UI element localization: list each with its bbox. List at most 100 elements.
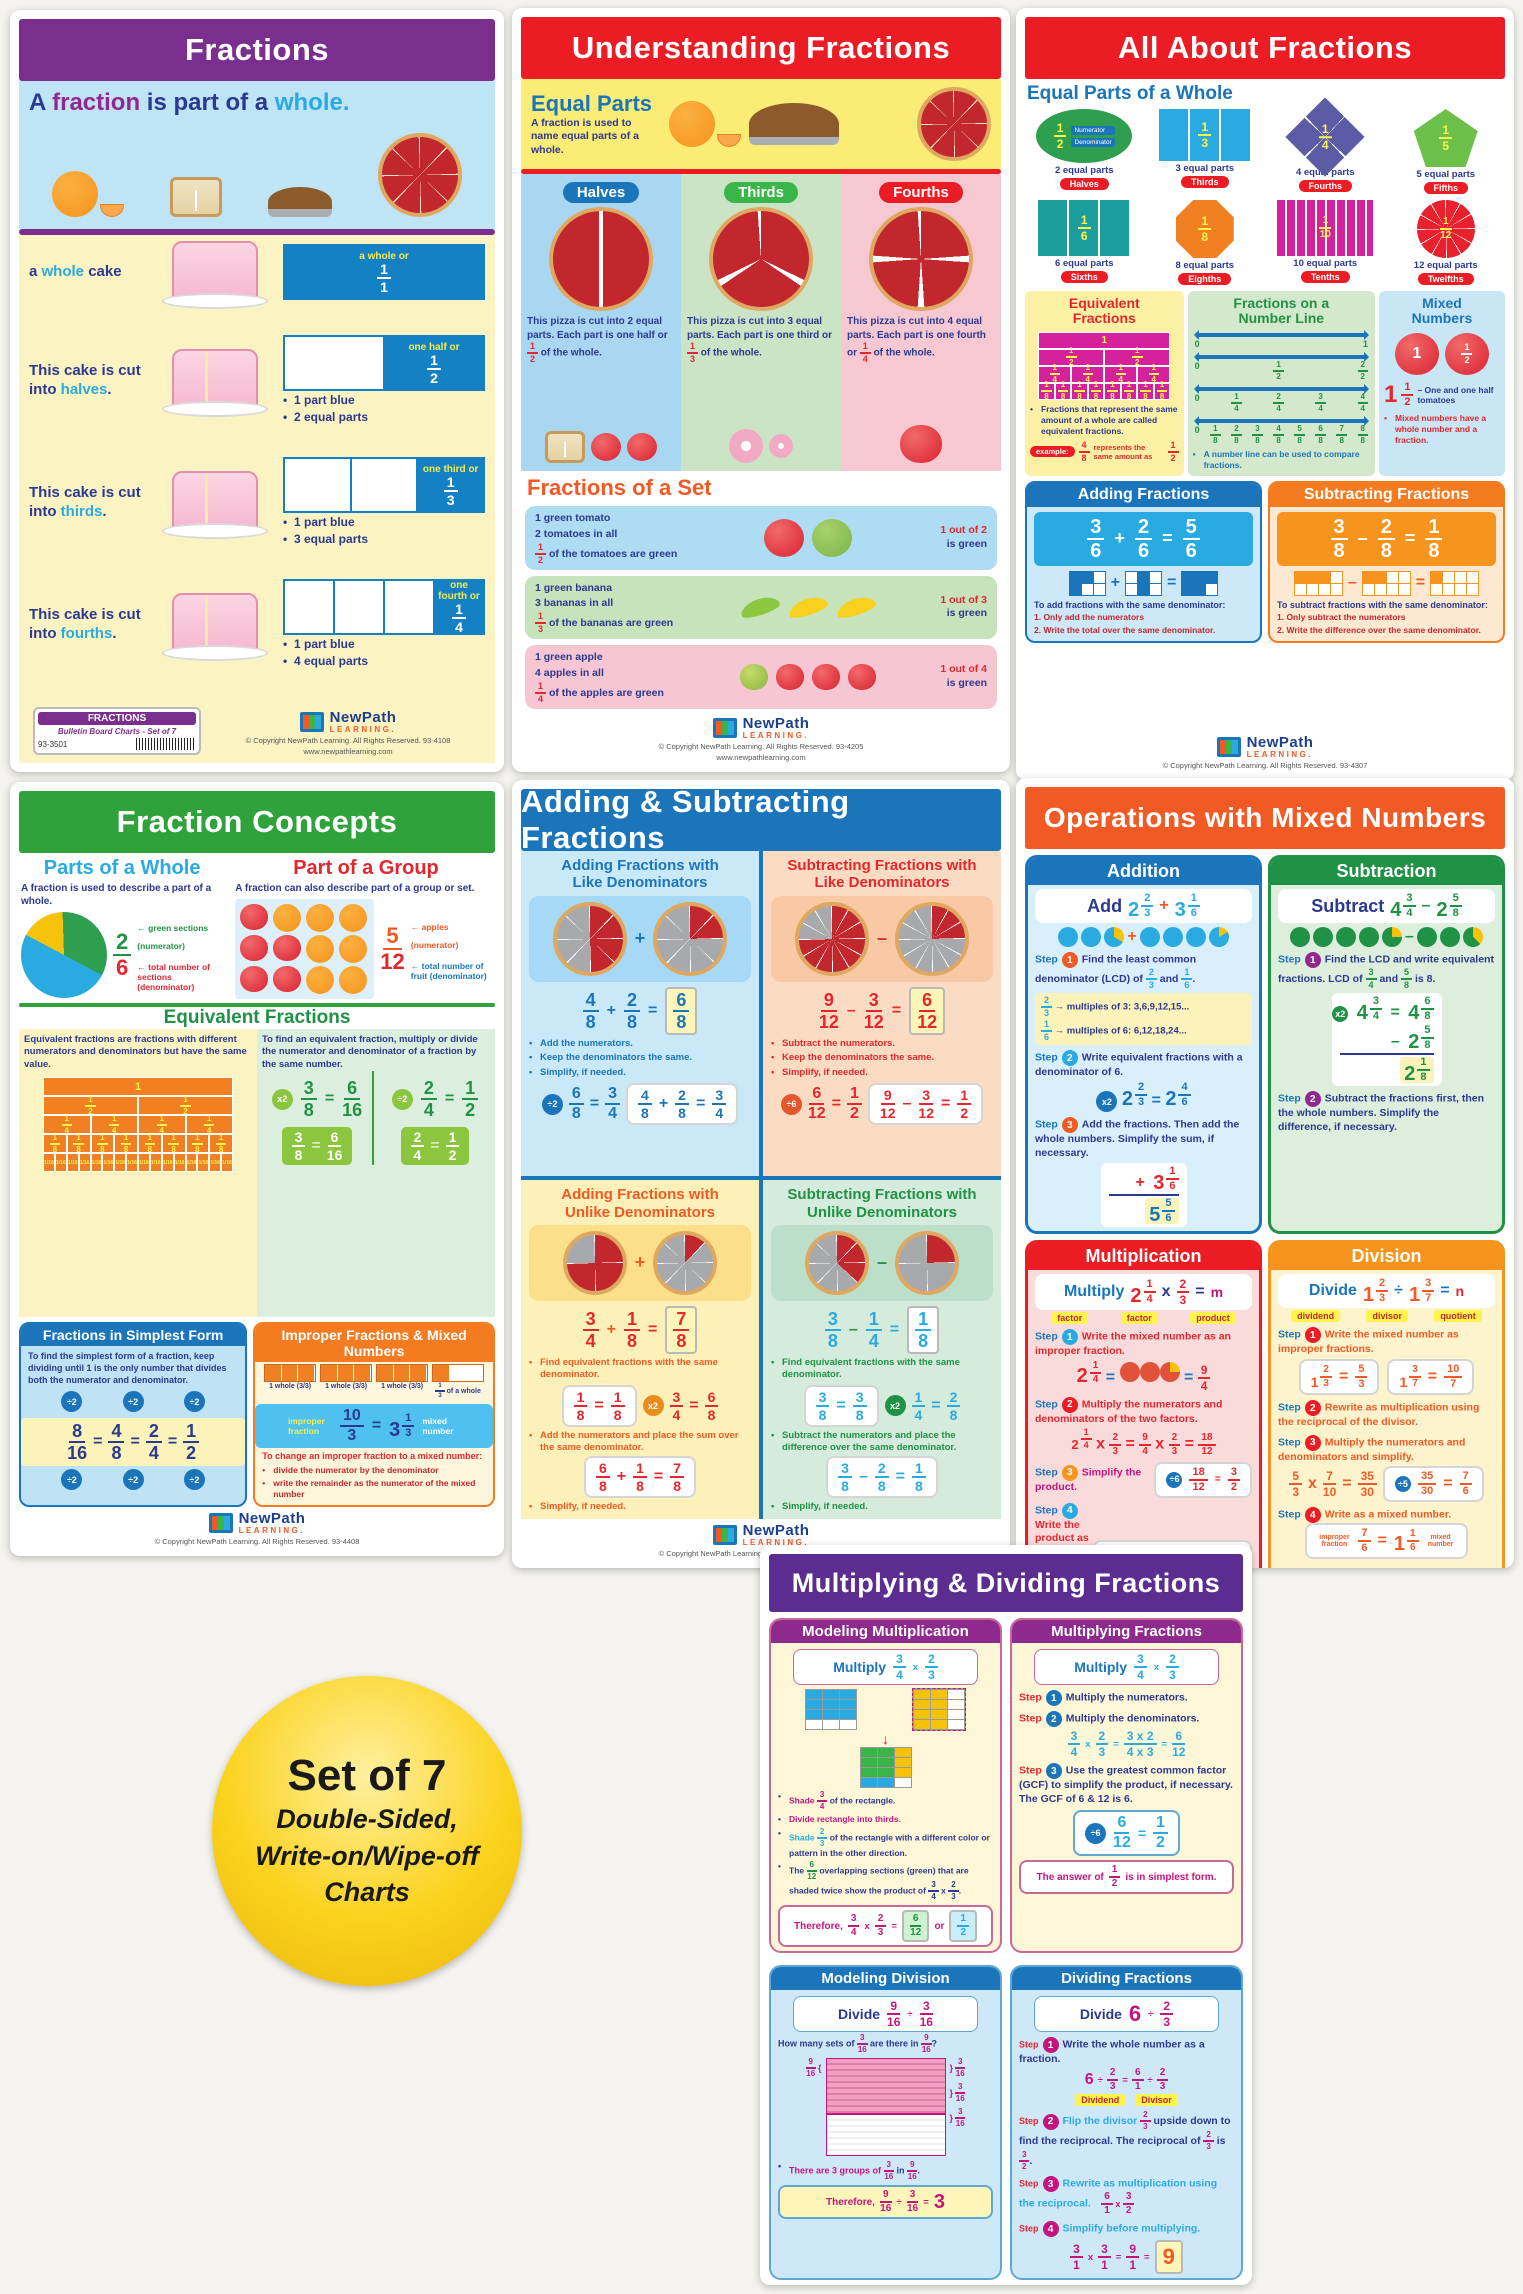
grid-models: + = [1034,570,1253,596]
donut-icon [729,429,763,463]
bullet: 1 part blue [283,393,485,408]
set-row-tomatoes: 1 green tomato 2 tomatoes in all 1 2 of the… [525,506,997,570]
set-result: 1 out of 2 is green [940,524,987,550]
simplify: ÷6 6 12 = 1 2 9 12–3 12 = 1 2 [771,1083,993,1126]
tomato-icon: 1 [1394,332,1439,375]
problem: Multiply 3 4 x 2 3 [1034,1649,1219,1685]
cake-row-thirds: This cake is cut into thirds. one third … [29,457,485,547]
dividing-fractions-panel: Dividing Fractions Divide 6 ÷ 2 3 Step 1 Write… [1010,1965,1243,2281]
shape-fourths: 14 4 equal partsFourths [1266,97,1385,196]
problem: Divide 9 16 ÷ 3 16 [793,1996,978,2033]
cake-illustration [162,471,268,540]
apple-icon [848,663,876,690]
pizza-models: + [529,1224,751,1301]
poster-title: Fraction Concepts [19,791,495,853]
problem: Divide 1 2 3 ÷ 1 3 7 = n [1278,1274,1495,1309]
pie-chart [21,912,107,998]
banana-icon [786,593,830,622]
improper-line: 1 2 3 = 5 3 1 3 7 = 10 7 [1278,1359,1495,1396]
circle-models: – [1278,927,1495,947]
orange-icon [669,101,741,147]
modeling-division-panel: Modeling Division Divide 9 16 ÷ 3 16 How many… [769,1965,1002,2281]
newpath-book-icon [299,711,324,732]
bullet: 1 part blue [283,637,485,652]
bullet: 3 equal parts [283,532,485,547]
rule-intro: To add fractions with the same denominat… [1034,599,1226,610]
green-banana-icon [738,593,782,622]
column-text: This pizza is cut into 2 equal parts. Ea… [527,316,668,364]
part-of-group-section: Part of a Group A fraction can also desc… [235,857,496,999]
conclusion: Therefore, 9 16 ÷ 3 16 = 3 [778,2185,993,2220]
rectangle-models [778,1688,993,1731]
set-result: 1 out of 3 is green [940,593,987,620]
sandwich-icon [545,431,585,463]
set-text: 1 green tomato 2 tomatoes in all 1 2 of the… [535,512,678,565]
cake-row-fourths: This cake is cut into fourths. one fourt… [29,579,485,669]
barcode [136,738,196,751]
fraction-bar: a whole or 1 1 [283,244,485,300]
intro-banner: A fraction is part of a whole. [19,81,495,229]
apple-icon [812,663,840,690]
newpath-book-icon [1216,737,1241,758]
pizza-thirds [709,207,813,311]
product-label-sub: Bulletin Board Charts - Set of 7 [57,727,177,737]
apple-icon [776,663,804,690]
conclusion: Therefore, 3 4 x 2 3 = 6 12 or 1 2 [778,1905,993,1948]
fruit-grid [235,899,375,999]
result-box: 2 4 = 1 2 [400,1127,470,1166]
badge-sub: Double-Sided, [276,1804,458,1835]
numerator-label: Numerator [1071,125,1115,135]
multiplying-fractions-panel: Multiplying Fractions Multiply 3 4 x 2 3 Step… [1010,1618,1243,1954]
equal-parts-heading: Equal Parts of a Whole [1027,83,1233,104]
improper-fractions-panel: Improper Fractions & Mixed Numbers 1 who… [253,1322,495,1508]
cake-illustration [162,241,268,309]
poster-title: Understanding Fractions [521,17,1001,79]
cake-illustration [162,349,268,418]
multiplication-panel: Multiplication Multiply 2 1 4 x 2 3 = m factor fa… [1025,1240,1262,1568]
orange-icon [52,171,124,217]
poster-mixed-operations: Operations with Mixed Numbers Addition A… [1016,778,1514,1568]
fraction-bar: one third or 1 3 [283,457,485,514]
equation: 9 12–3 12 = 6 12 [771,986,993,1035]
fractions-of-a-set-heading: Fractions of a Set [527,475,712,500]
halves-pill: Halves [562,182,640,203]
copyright: © Copyright NewPath Learning. All Rights… [245,735,451,745]
rule-intro: To subtract fractions with the same deno… [1277,599,1488,610]
set-row-bananas: 1 green banana 3 bananas in all 1 3 of the … [525,575,997,639]
bullet: 2 equal parts [283,410,485,425]
badge-title: Set of 7 [287,1751,447,1801]
problem: Multiply 3 4 x 2 3 [793,1649,978,1685]
poster-title: Fractions [19,19,495,81]
problem: Add 2 2 3 +3 1 6 [1035,889,1252,923]
equation: 3 8–1 4 = 1 8 [771,1305,993,1354]
whole-bars: 1 whole (3/3) 1 whole (3/3) 1 whole (3/3… [255,1364,493,1399]
question: How many sets of 3 16 are there in 9 16? [778,2033,938,2055]
divider [19,229,495,235]
adding-fractions-panel: Adding Fractions 3 6 +2 6 = 5 6 + = To add fra… [1025,480,1262,643]
cake-row-halves: This cake is cut into halves. one half o… [29,335,485,425]
divide-example: ÷2 2 4 = 1 2 [380,1079,490,1119]
cake-row-whole: a whole cake a whole or 1 1 [29,241,485,309]
fraction-bar: one fourth or 1 4 [283,579,485,636]
newpath-book-icon [208,1513,233,1534]
multiply-example: x2 3 8 = 6 16 [262,1079,372,1119]
equation: 3 8–2 8 = 1 8 [1277,511,1496,566]
fourths-pill: Fourths [879,182,963,203]
result-grid [778,1747,993,1788]
pizza-models: – [771,1224,993,1301]
pie-icon [749,103,839,145]
tomato-icon [627,433,657,461]
final-line: 3 1 x 3 1 = 9 1 = 9 [1019,2240,1234,2275]
equivalent-right: To find an equivalent fraction, multiply… [257,1029,495,1318]
fourths-column: Fourths This pizza is cut into 4 equal p… [841,174,1001,471]
bullet: 1 part blue [283,515,485,530]
circle-models: + [1035,927,1252,947]
multiply-line: 5 3 x 7 10 = 35 30 ÷5 35 30 = 7 6 [1278,1466,1495,1503]
